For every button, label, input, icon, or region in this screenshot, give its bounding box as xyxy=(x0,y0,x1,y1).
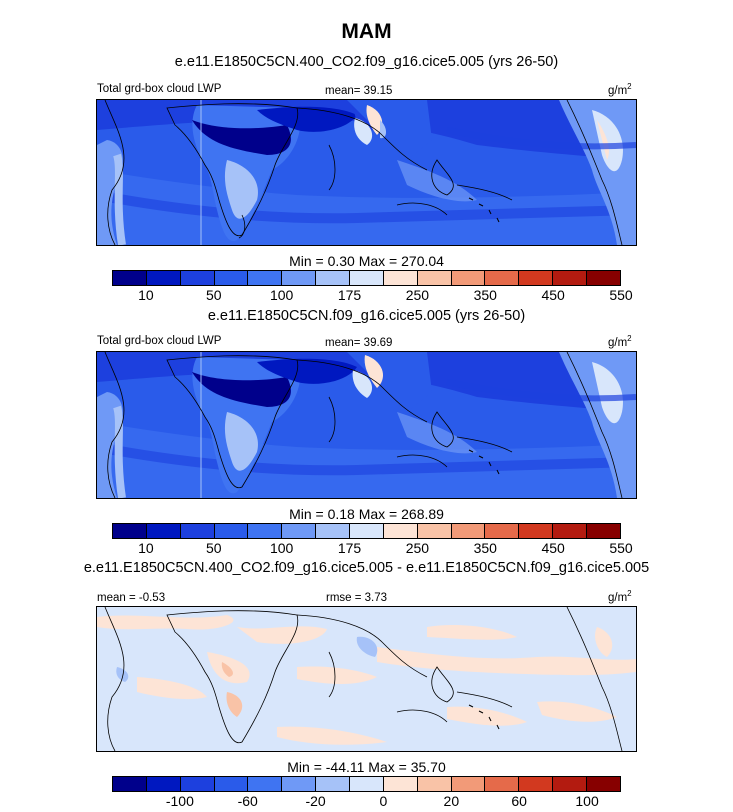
panel-1-case-title: e.e11.E1850C5CN.400_CO2.f09_g16.cice5.00… xyxy=(174,54,559,70)
colorbar-swatch xyxy=(316,524,351,538)
colorbar-tick-label: 350 xyxy=(473,287,497,303)
panel-3-mean-label: mean = -0.53 xyxy=(97,592,166,604)
colorbar-tick-label: 250 xyxy=(405,540,430,556)
colorbar-swatch xyxy=(451,524,486,538)
colorbar-swatch xyxy=(214,271,249,285)
panel-2-map xyxy=(96,351,637,499)
colorbar-swatch xyxy=(113,524,147,538)
colorbar-swatch xyxy=(113,777,147,791)
colorbar-tick-label: 100 xyxy=(575,793,599,809)
colorbar-swatch xyxy=(417,271,452,285)
colorbar-swatch xyxy=(485,524,520,538)
panel-3-case-title: e.e11.E1850C5CN.400_CO2.f09_g16.cice5.00… xyxy=(83,560,650,576)
colorbar-tick-label: 10 xyxy=(138,540,154,556)
colorbar-swatch xyxy=(587,271,620,285)
colorbar-swatch xyxy=(214,777,249,791)
panel-1-variable-label: Total grd-box cloud LWP xyxy=(97,83,222,95)
panel-1-field xyxy=(97,100,636,245)
colorbar-tick-label: 250 xyxy=(405,287,430,303)
colorbar-tick-label: 450 xyxy=(541,287,565,303)
colorbar-tick-label: 175 xyxy=(337,287,362,303)
figure-title: MAM xyxy=(341,20,392,43)
colorbar-swatch xyxy=(451,777,486,791)
panel-2-case-title: e.e11.E1850C5CN.f09_g16.cice5.005 (yrs 2… xyxy=(207,308,526,324)
colorbar-swatch xyxy=(146,777,181,791)
colorbar-tick-label: 10 xyxy=(138,287,154,303)
colorbar-3 xyxy=(112,776,621,792)
colorbar-swatch xyxy=(316,777,351,791)
colorbar-swatch xyxy=(282,271,317,285)
colorbar-swatch xyxy=(383,271,418,285)
panel-1-units: g/m2 xyxy=(608,82,632,97)
colorbar-swatch xyxy=(248,271,283,285)
colorbar-swatch xyxy=(248,777,283,791)
colorbar-swatch xyxy=(350,777,384,791)
colorbar-tick-label: -100 xyxy=(165,793,194,809)
colorbar-swatch xyxy=(553,271,588,285)
colorbar-tick-label: 550 xyxy=(609,540,633,556)
panel-3-field xyxy=(97,607,636,751)
colorbar-swatch xyxy=(282,524,317,538)
colorbar-tick-label: 175 xyxy=(337,540,362,556)
colorbar-tick-label: 60 xyxy=(511,793,527,809)
colorbar-swatch xyxy=(383,777,418,791)
colorbar-tick-label: 550 xyxy=(609,287,633,303)
colorbar-tick-label: 100 xyxy=(269,287,294,303)
colorbar-tick-label: 0 xyxy=(379,793,388,809)
panel-3-map xyxy=(96,606,637,752)
colorbar-swatch xyxy=(248,524,283,538)
colorbar-tick-label: 50 xyxy=(206,287,222,303)
colorbar-swatch xyxy=(553,777,588,791)
colorbar-1 xyxy=(112,270,621,286)
panel-2-minmax: Min = 0.18 Max = 268.89 xyxy=(289,506,444,522)
colorbar-tick-label: -60 xyxy=(237,793,258,809)
colorbar-1-ticks: 10 50 100 175 250 350 450 550 xyxy=(112,287,633,305)
panel-3-units: g/m2 xyxy=(608,589,632,604)
colorbar-swatch xyxy=(146,524,181,538)
colorbar-2-ticks: 10 50 100 175 250 350 450 550 xyxy=(112,540,633,558)
colorbar-swatch xyxy=(417,524,452,538)
panel-2-variable-label: Total grd-box cloud LWP xyxy=(97,335,222,347)
panel-1-minmax: Min = 0.30 Max = 270.04 xyxy=(289,253,444,269)
colorbar-swatch xyxy=(113,271,147,285)
panel-3-rmse-label: rmse = 3.73 xyxy=(326,592,388,604)
colorbar-swatch xyxy=(383,524,418,538)
colorbar-swatch xyxy=(519,271,554,285)
colorbar-swatch xyxy=(451,271,486,285)
colorbar-swatch xyxy=(485,271,520,285)
colorbar-swatch xyxy=(519,524,554,538)
colorbar-swatch xyxy=(180,524,215,538)
colorbar-swatch xyxy=(146,271,181,285)
colorbar-tick-label: 350 xyxy=(473,540,497,556)
colorbar-swatch xyxy=(316,271,351,285)
colorbar-2 xyxy=(112,523,621,539)
colorbar-swatch xyxy=(553,524,588,538)
colorbar-tick-label: -20 xyxy=(305,793,326,809)
panel-1-mean-label: mean= 39.15 xyxy=(325,85,393,97)
colorbar-swatch xyxy=(485,777,520,791)
panel-2-field xyxy=(97,352,636,498)
colorbar-swatch xyxy=(180,271,215,285)
panel-3-minmax: Min = -44.11 Max = 35.70 xyxy=(287,759,446,775)
colorbar-tick-label: 50 xyxy=(206,540,222,556)
colorbar-swatch xyxy=(519,777,554,791)
colorbar-tick-label: 450 xyxy=(541,540,565,556)
colorbar-swatch xyxy=(350,271,384,285)
colorbar-3-ticks: -100 -60 -20 0 20 60 100 xyxy=(112,793,621,811)
colorbar-swatch xyxy=(282,777,317,791)
panel-2-mean-label: mean= 39.69 xyxy=(325,337,393,349)
colorbar-swatch xyxy=(350,524,384,538)
colorbar-swatch xyxy=(214,524,249,538)
colorbar-swatch xyxy=(180,777,215,791)
colorbar-swatch xyxy=(587,524,620,538)
colorbar-swatch xyxy=(417,777,452,791)
colorbar-swatch xyxy=(587,777,620,791)
panel-2-units: g/m2 xyxy=(608,334,632,349)
colorbar-tick-label: 20 xyxy=(443,793,460,809)
colorbar-tick-label: 100 xyxy=(269,540,294,556)
panel-1-map xyxy=(96,99,637,246)
